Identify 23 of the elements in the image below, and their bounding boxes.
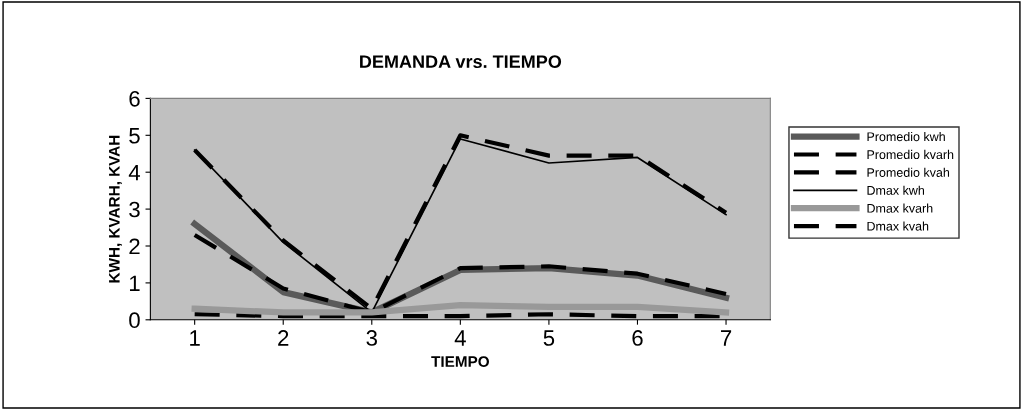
x-tick-label: 6 (632, 330, 643, 346)
x-tick-label: 3 (366, 330, 377, 346)
legend-label: Dmax kwh (867, 185, 924, 195)
y-tick-label: 3 (129, 201, 140, 218)
legend-label: Promedio kvah (867, 167, 950, 177)
y-tick-label: 2 (129, 238, 140, 255)
legend-label: Promedio kwh (867, 131, 945, 142)
x-tick-label: 4 (454, 330, 466, 346)
y-tick-label: 4 (128, 164, 141, 181)
chart-title: DEMANDA vrs. TIEMPO (360, 55, 562, 69)
x-tick-label: 2 (278, 330, 289, 346)
x-tick-label: 1 (190, 330, 200, 346)
y-tick-label: 6 (129, 90, 140, 107)
x-tick-label: 7 (721, 330, 732, 346)
y-tick-label: 1 (130, 275, 140, 291)
legend-label: Promedio kvarh (867, 149, 954, 160)
x-tick-label: 5 (543, 330, 555, 346)
y-axis-title: KWH, KVARH, KVAH (109, 135, 122, 283)
x-axis-title: TIEMPO (431, 356, 489, 368)
y-tick-label: 5 (129, 128, 140, 144)
legend-label: Dmax kvarh (867, 203, 933, 213)
y-tick-label: 0 (129, 312, 140, 329)
legend-label: Dmax kvah (867, 221, 929, 231)
